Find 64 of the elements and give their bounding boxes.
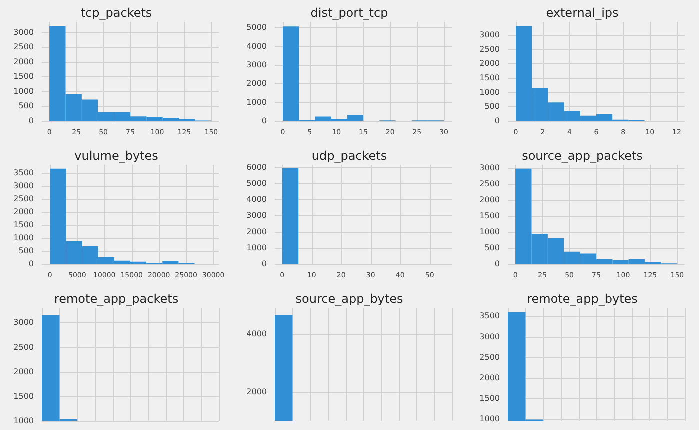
chart-title: dist_port_tcp [310,6,388,20]
y-tick-label: 2000 [14,57,34,66]
chart-title: external_ips [546,6,619,20]
y-tick-label: 4000 [246,42,267,51]
y-tick-label: 2000 [480,59,500,68]
y-tick-label: 2000 [246,79,267,88]
y-tick-label: 2500 [480,180,500,189]
y-tick-label: 3000 [14,181,34,190]
chart-title: vulume_bytes [74,149,158,163]
chart-title: tcp_packets [80,6,152,20]
chart-title: source_app_packets [522,149,643,163]
y-tick-label: 1500 [14,392,34,401]
chart-title: remote_app_bytes [527,292,638,306]
y-tick-label: 1000 [14,416,34,426]
y-tick-label: 4000 [246,330,267,339]
y-tick-label: 3000 [246,211,267,220]
y-tick-label: 2000 [480,196,500,205]
y-tick-label: 0 [494,116,500,126]
y-tick-label: 2500 [480,352,500,362]
y-tick-label: 1000 [480,414,500,424]
y-tick-label: 0 [262,260,267,268]
chart-title: udp_packets [312,149,388,163]
chart-title: remote_app_packets [54,292,179,306]
y-tick-label: 1500 [480,394,500,403]
y-tick-label: 2500 [14,42,34,52]
y-tick-label: 3500 [480,312,500,321]
chart-title: source_app_bytes [296,292,404,306]
y-tick-label: 2000 [14,367,34,376]
y-tick-label: 6000 [246,162,267,172]
y-tick-label: 5000 [246,179,267,188]
y-tick-label: 1000 [14,233,34,242]
y-tick-label: 3000 [480,332,500,342]
y-tick-label: 3000 [14,318,34,328]
y-tick-label: 4000 [246,195,267,204]
y-tick-label: 1000 [480,88,500,97]
y-tick-label: 1000 [14,86,34,96]
y-tick-label: 0 [262,116,267,126]
y-tick-label: 3000 [14,28,34,37]
y-tick-label: 500 [18,102,34,111]
y-tick-label: 2000 [246,388,267,397]
y-tick-label: 2000 [246,227,267,236]
y-tick-label: 2500 [14,342,34,352]
y-tick-label: 1000 [246,243,267,252]
y-tick-label: 1000 [246,98,267,107]
y-tick-label: 1500 [14,220,34,230]
y-tick-label: 2500 [480,44,500,54]
y-tick-label: 2000 [480,373,500,382]
y-tick-label: 500 [484,102,500,112]
y-tick-label: 3000 [246,60,267,70]
y-tick-label: 2500 [14,194,34,204]
y-tick-label: 5000 [246,23,267,32]
y-tick-label: 2000 [14,207,34,216]
y-tick-label: 1500 [14,72,34,82]
y-tick-label: 1000 [480,228,500,237]
y-tick-label: 1500 [480,212,500,221]
y-tick-label: 0 [494,260,500,268]
y-tick-label: 500 [484,244,500,253]
y-tick-label: 1500 [480,73,500,82]
y-tick-label: 500 [18,246,34,256]
y-tick-label: 0 [28,260,34,268]
y-tick-label: 3000 [480,164,500,173]
y-tick-label: 3500 [14,168,34,178]
y-tick-label: 3000 [480,30,500,40]
y-tick-label: 0 [28,116,34,126]
